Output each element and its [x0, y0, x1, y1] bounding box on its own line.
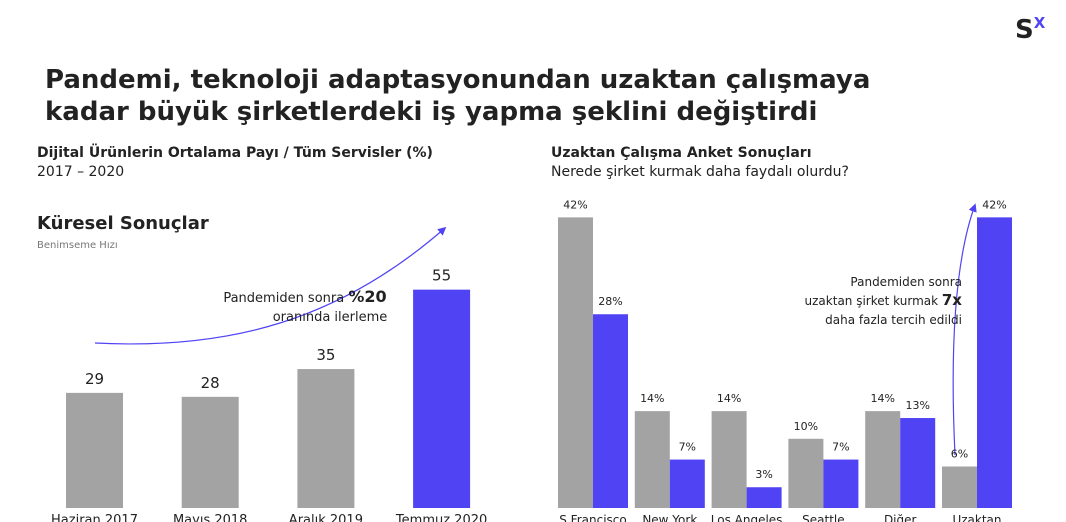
- annotation: uzaktan şirket kurmak 7x: [805, 291, 963, 309]
- logo: SX: [1015, 14, 1046, 45]
- data-label: 13%: [905, 399, 929, 412]
- arrow: [952, 203, 977, 456]
- data-label: 35: [316, 346, 335, 364]
- bar: [788, 438, 824, 508]
- bar: [593, 314, 628, 508]
- x-tick-label: Temmuz 2020: [395, 513, 487, 522]
- x-tick-label: Uzaktan: [952, 513, 1001, 522]
- title-line: Pandemi, teknoloji adaptasyonundan uzakt…: [45, 65, 870, 95]
- logo-main: S: [1015, 15, 1034, 45]
- bar: [558, 217, 593, 509]
- chart-caption: Benimseme Hızı: [37, 240, 118, 251]
- bar: [746, 487, 782, 508]
- chart-title: Dijital Ürünlerin Ortalama Payı / Tüm Se…: [37, 143, 433, 161]
- data-label: 42%: [982, 198, 1006, 211]
- bar: [711, 411, 747, 508]
- annotation-text: Pandemiden sonra: [850, 275, 962, 289]
- x-tick-label: Los Angeles: [711, 513, 783, 522]
- bar: [823, 459, 859, 508]
- bar: [865, 411, 901, 508]
- bar: [66, 392, 123, 508]
- x-tick-label: Diğer: [884, 513, 917, 522]
- annotation-text: Pandemiden sonra: [223, 291, 348, 306]
- annotation-text: uzaktan şirket kurmak: [805, 294, 942, 308]
- bar: [413, 289, 471, 508]
- bar: [942, 466, 977, 508]
- x-tick-label: Mayıs 2018: [173, 513, 247, 522]
- bar: [977, 217, 1012, 509]
- x-tick-label: S.Francisco: [559, 513, 626, 522]
- annotation: Pandemiden sonra %20: [223, 287, 386, 306]
- data-label: 7%: [679, 441, 696, 454]
- bar: [669, 459, 705, 508]
- data-label: 29: [85, 370, 104, 388]
- data-label: 28%: [598, 295, 622, 308]
- logo-sup: X: [1034, 14, 1046, 32]
- data-label: 3%: [755, 468, 772, 481]
- annotation-emphasis: 7x: [942, 291, 962, 309]
- data-label: 14%: [870, 392, 894, 405]
- x-tick-label: Haziran 2017: [51, 513, 138, 522]
- chart-title: Uzaktan Çalışma Anket Sonuçları: [551, 145, 812, 161]
- data-label: 10%: [794, 420, 818, 433]
- title-line: kadar büyük şirketlerdeki iş yapma şekli…: [45, 97, 817, 127]
- bar: [900, 418, 936, 508]
- data-label: 7%: [832, 441, 849, 454]
- chart-subtitle: Nerede şirket kurmak daha faydalı olurdu…: [551, 164, 849, 180]
- data-label: 6%: [951, 447, 968, 460]
- x-tick-label: Seattle: [802, 513, 844, 522]
- annotation-text: oranında ilerleme: [273, 310, 388, 325]
- chart-heading: Küresel Sonuçlar: [37, 213, 209, 234]
- bar: [634, 411, 670, 508]
- bar: [181, 396, 239, 508]
- annotation-emphasis: %20: [348, 287, 386, 306]
- x-tick-label: Aralık 2019: [289, 513, 363, 522]
- annotation-text: daha fazla tercih edildi: [825, 313, 962, 327]
- x-tick-label: New York: [642, 513, 697, 522]
- data-label: 55: [432, 267, 451, 285]
- arrow: [94, 226, 447, 345]
- data-label: 28: [201, 374, 220, 392]
- data-label: 14%: [640, 392, 664, 405]
- data-label: 14%: [717, 392, 741, 405]
- chart-subtitle: 2017 – 2020: [37, 164, 124, 180]
- data-label: 42%: [563, 198, 587, 211]
- bar: [297, 369, 355, 508]
